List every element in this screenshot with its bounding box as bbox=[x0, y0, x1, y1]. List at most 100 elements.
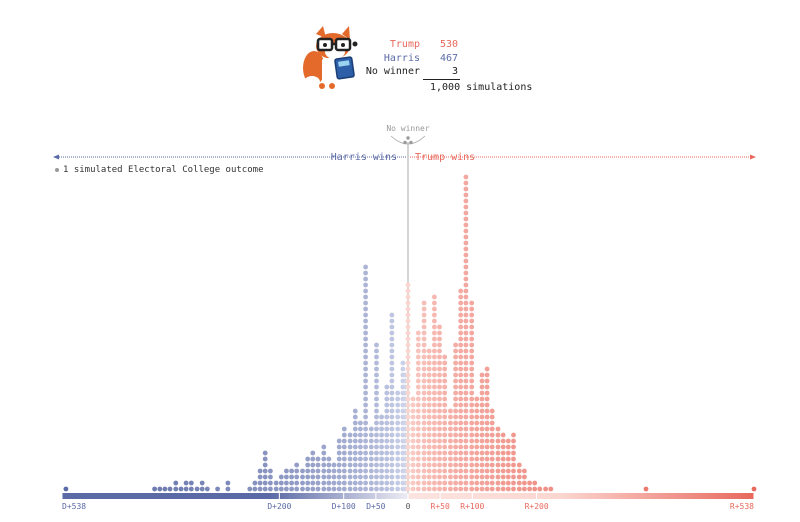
outcome-dot bbox=[315, 456, 321, 462]
outcome-dot bbox=[516, 480, 522, 486]
outcome-dot bbox=[405, 342, 411, 348]
outcome-dot bbox=[448, 486, 453, 492]
outcome-dot bbox=[469, 336, 475, 342]
x-tick-label: D+200 bbox=[267, 502, 291, 511]
outcome-dot bbox=[495, 432, 501, 438]
outcome-dot bbox=[305, 462, 311, 468]
outcome-dot bbox=[389, 474, 395, 480]
outcome-dot bbox=[379, 462, 384, 468]
outcome-dot bbox=[368, 438, 374, 444]
outcome-dot bbox=[294, 480, 300, 486]
outcome-dot bbox=[489, 444, 495, 450]
outcome-dot bbox=[458, 450, 464, 456]
outcome-dot bbox=[458, 342, 464, 348]
outcome-dot bbox=[336, 480, 342, 486]
outcome-dot bbox=[289, 486, 294, 492]
outcome-dot bbox=[448, 432, 453, 438]
outcome-dot bbox=[437, 438, 442, 444]
outcome-dot bbox=[437, 378, 442, 384]
outcome-dot bbox=[426, 456, 432, 462]
outcome-dot bbox=[415, 336, 421, 342]
outcome-dot bbox=[453, 378, 458, 384]
outcome-dot bbox=[363, 438, 368, 444]
outcome-dot bbox=[442, 384, 448, 390]
outcome-dot bbox=[374, 456, 379, 462]
outcome-dot bbox=[395, 444, 401, 450]
outcome-dot bbox=[426, 414, 432, 420]
outcome-dot bbox=[389, 330, 395, 336]
outcome-dot bbox=[358, 450, 363, 456]
outcome-dot bbox=[453, 486, 458, 492]
outcome-dot bbox=[421, 486, 427, 492]
outcome-dot bbox=[463, 282, 469, 288]
outcome-dot bbox=[415, 450, 421, 456]
outcome-dot bbox=[162, 486, 168, 492]
outcome-dot bbox=[347, 486, 353, 492]
outcome-dot bbox=[384, 486, 390, 492]
trump-label: Trump bbox=[389, 39, 420, 50]
outcome-dot bbox=[453, 366, 458, 372]
outcome-dot bbox=[421, 414, 427, 420]
outcome-dot bbox=[426, 480, 432, 486]
outcome-dot bbox=[458, 414, 464, 420]
outcome-dot bbox=[474, 450, 480, 456]
x-tick-label: 0 bbox=[406, 502, 411, 511]
outcome-dot bbox=[458, 312, 464, 318]
outcome-dot bbox=[415, 432, 421, 438]
outcome-dot bbox=[247, 486, 253, 492]
outcome-dot bbox=[432, 396, 437, 402]
outcome-dot bbox=[463, 366, 469, 372]
outcome-dot bbox=[437, 330, 442, 336]
outcome-dot bbox=[152, 486, 158, 492]
outcome-dot bbox=[410, 480, 416, 486]
outcome-dot bbox=[432, 402, 437, 408]
outcome-dot bbox=[463, 402, 469, 408]
outcome-dot bbox=[448, 462, 453, 468]
outcome-dot bbox=[321, 486, 327, 492]
outcome-dot bbox=[432, 366, 437, 372]
outcome-dot bbox=[479, 402, 485, 408]
outcome-dot bbox=[415, 474, 421, 480]
outcome-dot bbox=[495, 474, 501, 480]
outcome-dot bbox=[516, 486, 522, 492]
outcome-dot bbox=[336, 456, 342, 462]
outcome-dot bbox=[405, 396, 411, 402]
outcome-dot bbox=[495, 438, 501, 444]
outcome-dot bbox=[352, 420, 358, 426]
outcome-dot bbox=[321, 480, 327, 486]
outcome-dot bbox=[516, 474, 522, 480]
outcome-dot bbox=[395, 468, 401, 474]
outcome-dot bbox=[384, 426, 390, 432]
outcome-dot bbox=[458, 438, 464, 444]
outcome-dot bbox=[374, 414, 379, 420]
outcome-dot bbox=[469, 300, 475, 306]
outcome-dot bbox=[458, 306, 464, 312]
outcome-dot bbox=[363, 312, 368, 318]
outcome-dot bbox=[442, 372, 448, 378]
outcome-dot bbox=[432, 432, 437, 438]
outcome-dot bbox=[474, 468, 480, 474]
outcome-dot bbox=[321, 456, 327, 462]
outcome-dot bbox=[421, 426, 427, 432]
outcome-dot bbox=[374, 474, 379, 480]
outcome-dot bbox=[405, 282, 411, 288]
outcome-dot bbox=[432, 474, 437, 480]
outcome-dot bbox=[495, 456, 501, 462]
outcome-dot bbox=[458, 432, 464, 438]
outcome-dot bbox=[479, 396, 485, 402]
outcome-dot bbox=[363, 432, 368, 438]
outcome-dot bbox=[262, 456, 268, 462]
outcome-dot bbox=[463, 192, 469, 198]
outcome-dot bbox=[374, 396, 379, 402]
outcome-dot bbox=[405, 402, 411, 408]
outcome-dot bbox=[458, 384, 464, 390]
outcome-dot bbox=[500, 438, 506, 444]
outcome-dot bbox=[374, 462, 379, 468]
x-tick-label: R+100 bbox=[460, 502, 484, 511]
outcome-dot bbox=[405, 486, 411, 492]
outcome-dot bbox=[352, 432, 358, 438]
outcome-dot bbox=[363, 330, 368, 336]
outcome-dot bbox=[273, 486, 279, 492]
outcome-dot bbox=[363, 264, 368, 270]
outcome-dot bbox=[511, 486, 516, 492]
